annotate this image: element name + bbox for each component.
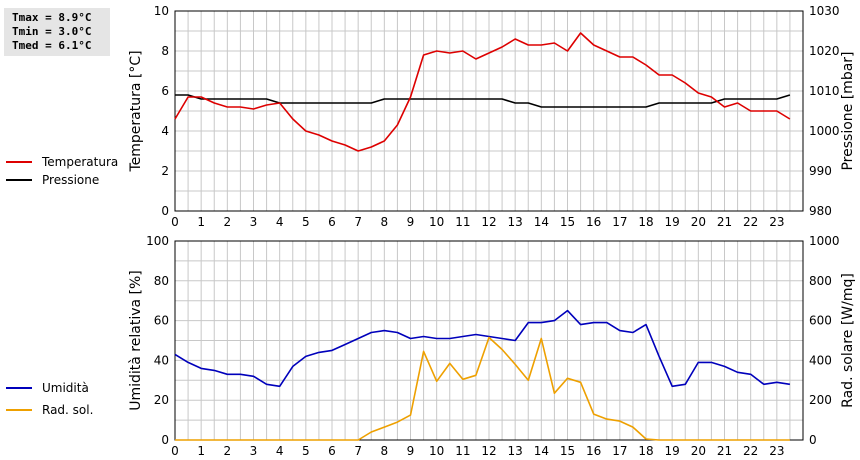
x-tick-label: 20 <box>691 444 706 458</box>
x-tick-label: 7 <box>354 215 362 229</box>
x-tick-label: 21 <box>717 215 732 229</box>
y-tick-label-left: 8 <box>161 44 169 58</box>
x-tick-label: 18 <box>638 215 653 229</box>
series-line-umidit <box>174 309 791 388</box>
y-tick-label-left: 40 <box>154 353 169 367</box>
x-tick-label: 16 <box>586 215 601 229</box>
x-tick-label: 19 <box>665 215 680 229</box>
x-tick-label: 12 <box>481 444 496 458</box>
y-tick-label-left: 100 <box>146 234 169 248</box>
x-tick-label: 3 <box>250 444 258 458</box>
y-tick-label-right: 980 <box>809 204 832 218</box>
stat-tmin: Tmin = 3.0°C <box>12 25 92 38</box>
x-tick-label: 8 <box>381 215 389 229</box>
y-axis-title-right: Rad. solare [W/mq] <box>840 273 856 408</box>
x-tick-label: 14 <box>534 444 549 458</box>
x-tick-label: 0 <box>171 215 179 229</box>
x-tick-label: 17 <box>612 444 627 458</box>
y-tick-label-left: 10 <box>154 4 169 18</box>
x-tick-label: 17 <box>612 215 627 229</box>
x-tick-label: 10 <box>429 215 444 229</box>
x-tick-label: 16 <box>586 444 601 458</box>
y-tick-label-right: 1030 <box>809 4 840 18</box>
x-tick-label: 3 <box>250 215 258 229</box>
x-tick-label: 12 <box>481 215 496 229</box>
legend-swatch-humidity <box>6 387 32 389</box>
y-tick-label-left: 0 <box>161 433 169 447</box>
x-tick-label: 15 <box>560 215 575 229</box>
x-tick-label: 4 <box>276 215 284 229</box>
x-tick-label: 20 <box>691 215 706 229</box>
x-tick-label: 9 <box>407 215 415 229</box>
x-tick-label: 18 <box>638 444 653 458</box>
y-tick-label-left: 60 <box>154 314 169 328</box>
x-tick-label: 6 <box>328 215 336 229</box>
y-tick-label-right: 1000 <box>809 124 840 138</box>
x-tick-label: 4 <box>276 444 284 458</box>
y-axis-title-right: Pressione [mbar] <box>840 51 856 170</box>
y-tick-label-right: 400 <box>809 353 832 367</box>
temperature-stats-box: Tmax = 8.9°C Tmin = 3.0°C Tmed = 6.1°C <box>4 8 110 56</box>
y-tick-label-right: 0 <box>809 433 817 447</box>
x-tick-label: 2 <box>224 444 232 458</box>
x-tick-label: 8 <box>381 444 389 458</box>
legend-swatch-solar <box>6 409 32 411</box>
legend-humidity: Umidità <box>6 380 89 396</box>
series-line-pressione <box>175 94 791 108</box>
x-tick-label: 14 <box>534 215 549 229</box>
x-tick-label: 5 <box>302 215 310 229</box>
x-tick-label: 7 <box>354 444 362 458</box>
x-tick-label: 1 <box>197 444 205 458</box>
x-tick-label: 9 <box>407 444 415 458</box>
y-tick-label-left: 6 <box>161 84 169 98</box>
y-tick-label-right: 600 <box>809 314 832 328</box>
y-tick-label-left: 20 <box>154 393 169 407</box>
x-tick-label: 19 <box>665 444 680 458</box>
series-line-rad-sol <box>175 336 790 441</box>
y-tick-label-right: 1010 <box>809 84 840 98</box>
y-tick-label-left: 0 <box>161 204 169 218</box>
legend-solar: Rad. sol. <box>6 402 93 418</box>
x-tick-label: 13 <box>508 444 523 458</box>
x-tick-label: 11 <box>455 444 470 458</box>
stat-tmed: Tmed = 6.1°C <box>12 39 92 52</box>
legend-temperature: Temperatura <box>6 154 118 170</box>
x-tick-label: 13 <box>508 215 523 229</box>
legend-swatch-pressure <box>6 179 32 181</box>
series-line-temperatura <box>174 32 791 152</box>
x-tick-label: 11 <box>455 215 470 229</box>
y-tick-label-right: 1000 <box>809 234 840 248</box>
x-tick-label: 2 <box>224 215 232 229</box>
stat-tmax: Tmax = 8.9°C <box>12 11 92 24</box>
y-tick-label-left: 2 <box>161 164 169 178</box>
x-tick-label: 5 <box>302 444 310 458</box>
x-tick-label: 6 <box>328 444 336 458</box>
x-tick-label: 23 <box>769 444 784 458</box>
y-axis-title-left: Temperatura [°C] <box>128 50 144 172</box>
x-tick-label: 22 <box>743 444 758 458</box>
y-tick-label-right: 200 <box>809 393 832 407</box>
legend-swatch-temperature <box>6 161 32 163</box>
y-tick-label-right: 990 <box>809 164 832 178</box>
x-tick-label: 1 <box>197 215 205 229</box>
x-tick-label: 15 <box>560 444 575 458</box>
x-tick-label: 0 <box>171 444 179 458</box>
x-tick-label: 21 <box>717 444 732 458</box>
y-axis-title-left: Umidità relativa [%] <box>128 270 144 411</box>
plot-frame <box>174 10 804 212</box>
y-tick-label-left: 4 <box>161 124 169 138</box>
plot-frame <box>174 240 804 441</box>
legend-pressure: Pressione <box>6 172 99 188</box>
x-tick-label: 23 <box>769 215 784 229</box>
x-tick-label: 10 <box>429 444 444 458</box>
y-tick-label-right: 1020 <box>809 44 840 58</box>
y-tick-label-left: 80 <box>154 274 169 288</box>
y-tick-label-right: 800 <box>809 274 832 288</box>
x-tick-label: 22 <box>743 215 758 229</box>
